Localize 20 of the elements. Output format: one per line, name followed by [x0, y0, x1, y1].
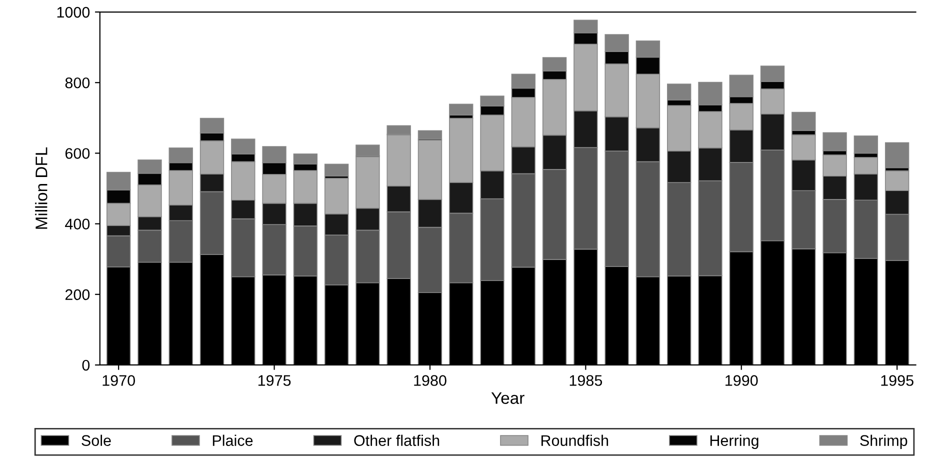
x-tick-label: 1985: [570, 375, 602, 386]
legend-label: Roundfish: [541, 434, 608, 446]
y-tick-label: 800: [65, 77, 90, 88]
legend-label: Herring: [710, 434, 758, 449]
legend-label: Shrimp: [860, 434, 908, 449]
x-tick-label: 1970: [102, 375, 135, 386]
y-tick-label: 1000: [57, 6, 90, 18]
x-tick-label: 1975: [258, 375, 291, 386]
y-tick-label: 200: [65, 289, 90, 300]
y-axis-title: Million DFL: [35, 147, 48, 229]
legend-label: Plaice: [212, 434, 253, 446]
y-tick-label: 600: [65, 148, 90, 159]
legend-label: Other flatfish: [354, 434, 440, 446]
y-tick-label: 0: [82, 360, 90, 371]
legend-label: Sole: [82, 434, 111, 446]
x-tick-label: 1990: [726, 375, 758, 386]
y-tick-label: 400: [65, 218, 90, 230]
x-tick-label: 1995: [881, 375, 914, 386]
x-axis-title: Year: [491, 392, 524, 404]
x-tick-label: 1980: [414, 375, 446, 386]
